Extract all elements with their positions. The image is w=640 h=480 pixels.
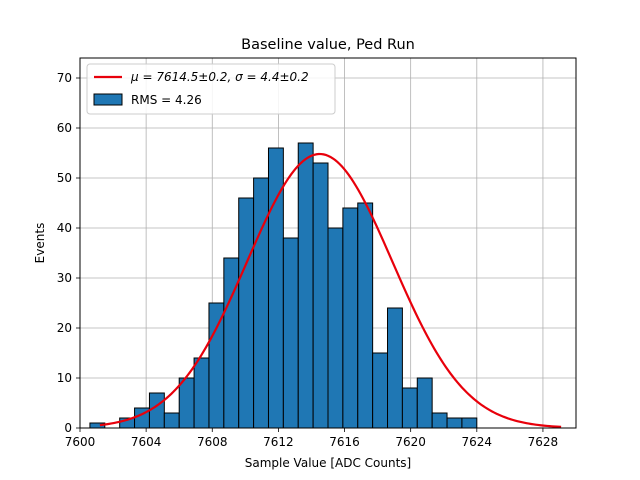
y-tick-label: 40 <box>57 221 72 235</box>
x-tick-label: 7616 <box>329 435 360 449</box>
chart-title: Baseline value, Ped Run <box>241 37 415 53</box>
y-tick-label: 60 <box>57 121 72 135</box>
histogram-bar <box>208 302 225 429</box>
histogram-bar <box>253 177 269 429</box>
legend: μ = 7614.5±0.2, σ = 4.4±0.2 RMS = 4.26 <box>86 63 336 115</box>
legend-fit-label: μ = 7614.5±0.2, σ = 4.4±0.2 <box>130 70 309 84</box>
x-tick-label: 7608 <box>197 435 228 449</box>
histogram-bar <box>372 352 389 429</box>
histogram-bar <box>401 387 418 429</box>
y-axis-label: Events <box>33 223 47 264</box>
histogram-bar <box>312 162 329 429</box>
x-tick-label: 7620 <box>395 435 426 449</box>
x-tick-label: 7624 <box>462 435 493 449</box>
y-tick-label: 10 <box>57 371 72 385</box>
y-tick-label: 70 <box>57 71 72 85</box>
histogram-bars <box>89 142 478 429</box>
x-axis-ticks: 7600 7604 7608 7612 7616 7620 7624 7628 <box>65 428 558 449</box>
y-axis-ticks: 0 10 20 30 40 50 60 70 <box>57 71 80 435</box>
legend-histogram-swatch <box>93 93 123 106</box>
histogram-bar <box>357 202 374 429</box>
gaussian-fit-curve <box>99 152 562 428</box>
histogram-bar <box>178 377 195 429</box>
histogram-bar <box>446 417 463 429</box>
x-tick-label: 7604 <box>131 435 162 449</box>
histogram-bar <box>148 392 165 429</box>
histogram-bar <box>238 197 255 429</box>
histogram-bar <box>327 227 344 429</box>
histogram-bar <box>193 357 210 429</box>
y-tick-label: 30 <box>57 271 72 285</box>
x-tick-label: 7612 <box>263 435 294 449</box>
x-tick-label: 7628 <box>528 435 559 449</box>
histogram-bar <box>282 237 299 429</box>
legend-box <box>86 63 336 115</box>
x-axis-label: Sample Value [ADC Counts] <box>245 456 411 470</box>
histogram-bar <box>461 417 478 429</box>
histogram-bar <box>431 412 448 429</box>
histogram-bar <box>416 377 433 429</box>
plot-frame <box>79 57 577 429</box>
x-tick-label: 7600 <box>65 435 96 449</box>
histogram-bar <box>297 142 314 429</box>
histogram-bar <box>387 307 403 429</box>
y-tick-label: 20 <box>57 321 72 335</box>
y-tick-label: 50 <box>57 171 72 185</box>
histogram-bar <box>342 207 359 429</box>
legend-histogram-label: RMS = 4.26 <box>131 93 202 107</box>
y-tick-label: 0 <box>64 421 72 435</box>
histogram-bar <box>163 412 180 429</box>
